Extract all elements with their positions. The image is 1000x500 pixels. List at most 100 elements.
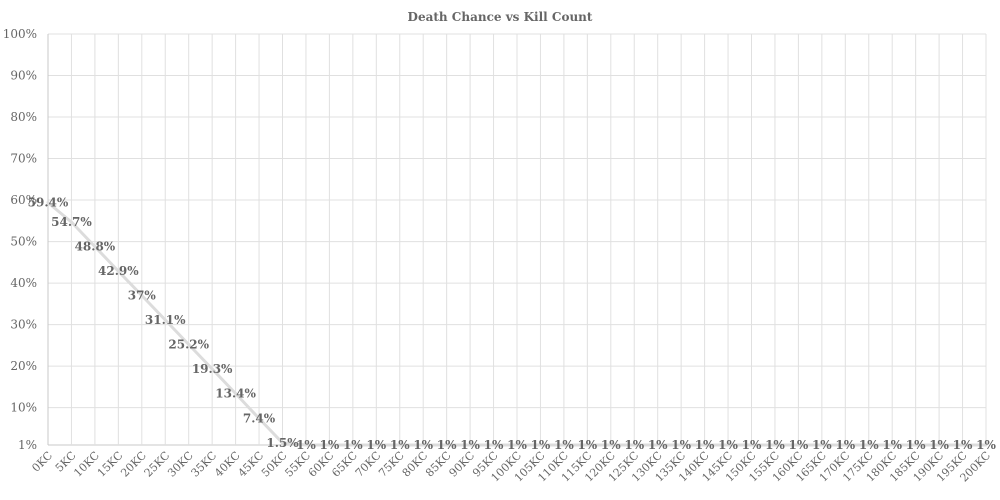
data-point xyxy=(327,443,331,447)
y-axis-ticks: 1% 10% 20% 30% 40% 50% 60% 70% 80% 90% 100% xyxy=(3,27,37,452)
y-tick-label: 50% xyxy=(10,235,37,249)
x-tick-label: 30KC xyxy=(165,449,196,480)
data-point xyxy=(187,343,191,347)
data-label: 1% xyxy=(554,438,574,452)
data-point xyxy=(703,443,707,447)
data-point xyxy=(304,443,308,447)
data-label: 1% xyxy=(624,438,644,452)
chart-title: Death Chance vs Kill Count xyxy=(408,10,593,24)
data-label: 1% xyxy=(765,438,785,452)
x-tick-label: 60KC xyxy=(306,449,337,480)
x-tick-label: 85KC xyxy=(423,449,454,480)
x-axis-ticks: 0KC5KC10KC15KC20KC25KC30KC35KC40KC45KC50… xyxy=(29,449,993,485)
data-point xyxy=(398,443,402,447)
y-tick-label: 1% xyxy=(18,438,37,452)
x-tick-label: 65KC xyxy=(329,449,360,480)
x-tick-label: 45KC xyxy=(236,449,267,480)
data-label: 1% xyxy=(859,438,879,452)
data-label: 31.1% xyxy=(145,313,186,327)
data-label: 1% xyxy=(507,438,527,452)
data-label: 1% xyxy=(695,438,715,452)
data-label: 1% xyxy=(320,438,340,452)
data-label: 1% xyxy=(835,438,855,452)
data-point xyxy=(961,443,965,447)
data-label: 1% xyxy=(366,438,386,452)
data-label: 42.9% xyxy=(98,264,139,278)
chart-grid xyxy=(47,33,987,446)
data-label: 54.7% xyxy=(51,215,92,229)
data-point xyxy=(937,443,941,447)
data-point xyxy=(234,392,238,396)
data-label: 1% xyxy=(953,438,973,452)
x-tick-label: 50KC xyxy=(259,449,290,480)
y-tick-label: 60% xyxy=(10,193,37,207)
data-label: 7.4% xyxy=(243,411,276,425)
data-point xyxy=(726,443,730,447)
y-tick-label: 100% xyxy=(3,27,37,41)
data-label: 1% xyxy=(906,438,926,452)
data-point xyxy=(116,269,120,273)
x-tick-label: 70KC xyxy=(353,449,384,480)
y-tick-label: 70% xyxy=(10,152,37,166)
data-point xyxy=(257,416,261,420)
data-point xyxy=(609,443,613,447)
data-point xyxy=(679,443,683,447)
data-label: 25.2% xyxy=(168,338,209,352)
data-label: 19.3% xyxy=(192,362,233,376)
x-tick-label: 20KC xyxy=(118,449,149,480)
data-point xyxy=(515,443,519,447)
data-point xyxy=(163,318,167,322)
data-label: 1% xyxy=(671,438,691,452)
data-label: 1% xyxy=(718,438,738,452)
data-point xyxy=(820,443,824,447)
data-label: 1% xyxy=(460,438,480,452)
data-label: 1% xyxy=(882,438,902,452)
data-series xyxy=(46,201,988,447)
y-tick-label: 20% xyxy=(10,359,37,373)
data-label: 1.5% xyxy=(266,436,299,450)
data-label: 1% xyxy=(648,438,668,452)
data-point xyxy=(46,201,50,205)
data-point xyxy=(281,441,284,445)
y-tick-label: 80% xyxy=(10,110,37,124)
data-point xyxy=(562,443,566,447)
data-point xyxy=(656,443,660,447)
data-point xyxy=(796,443,800,447)
data-point xyxy=(445,443,449,447)
x-tick-label: 80KC xyxy=(400,449,431,480)
data-point xyxy=(421,443,425,447)
data-label: 1% xyxy=(390,438,410,452)
y-tick-label: 90% xyxy=(10,69,37,83)
y-tick-label: 40% xyxy=(10,276,37,290)
x-tick-label: 90KC xyxy=(447,449,478,480)
data-label: 48.8% xyxy=(75,240,116,254)
x-tick-label: 10KC xyxy=(71,449,102,480)
data-label: 1% xyxy=(413,438,433,452)
data-label: 1% xyxy=(531,438,551,452)
data-point xyxy=(773,443,777,447)
data-point xyxy=(867,443,871,447)
data-label: 1% xyxy=(484,438,504,452)
data-label: 1% xyxy=(437,438,457,452)
data-labels: 59.4% 54.7% 48.8% 42.9% 37% 31.1% 25.2% 19.3% 13… xyxy=(28,196,997,452)
x-tick-label: 75KC xyxy=(376,449,407,480)
data-point xyxy=(984,443,988,447)
y-tick-label: 10% xyxy=(10,401,37,415)
data-point xyxy=(585,443,589,447)
data-label: 1% xyxy=(812,438,832,452)
data-label: 1% xyxy=(577,438,597,452)
data-label: 13.4% xyxy=(215,387,256,401)
data-label: 1% xyxy=(742,438,762,452)
data-label: 1% xyxy=(789,438,809,452)
x-tick-label: 40KC xyxy=(212,449,243,480)
data-point xyxy=(210,367,214,371)
data-label: 1% xyxy=(601,438,621,452)
data-point xyxy=(632,443,636,447)
data-point xyxy=(492,443,496,447)
x-tick-label: 0KC xyxy=(29,449,55,475)
data-point xyxy=(914,443,918,447)
x-tick-label: 55KC xyxy=(282,449,313,480)
data-point xyxy=(69,220,73,224)
data-label: 1% xyxy=(976,438,996,452)
